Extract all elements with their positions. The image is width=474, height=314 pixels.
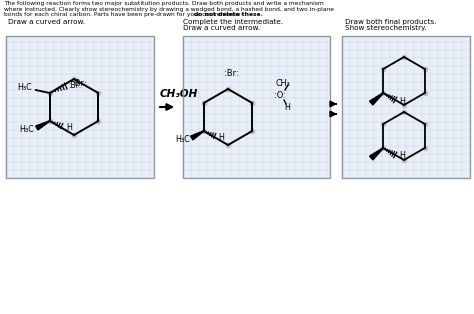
Text: ·Br·: ·Br· bbox=[72, 78, 86, 88]
Text: do not delete these.: do not delete these. bbox=[194, 12, 263, 17]
Text: The following reaction forms two major substitution products. Draw both products: The following reaction forms two major s… bbox=[4, 1, 324, 6]
Text: Complete the intermediate.: Complete the intermediate. bbox=[183, 19, 283, 25]
Text: Show stereochemistry.: Show stereochemistry. bbox=[345, 25, 427, 31]
Text: H: H bbox=[218, 133, 224, 142]
Text: H₃C: H₃C bbox=[17, 84, 32, 93]
Bar bbox=[342, 36, 470, 178]
Text: H: H bbox=[399, 151, 405, 160]
Text: H: H bbox=[66, 122, 72, 132]
Text: bonds for each chiral carbon. Parts have been pre-drawn for your convenience–: bonds for each chiral carbon. Parts have… bbox=[4, 12, 244, 17]
Bar bbox=[183, 36, 330, 178]
Text: Draw both final products.: Draw both final products. bbox=[345, 19, 437, 25]
Polygon shape bbox=[36, 121, 50, 130]
Polygon shape bbox=[370, 93, 383, 105]
Text: CH₃: CH₃ bbox=[276, 78, 291, 88]
Bar bbox=[342, 36, 470, 178]
Text: H₃C: H₃C bbox=[19, 124, 34, 133]
Bar bbox=[6, 36, 154, 178]
Text: H₃C: H₃C bbox=[175, 134, 190, 143]
Text: Draw a curved arrow.: Draw a curved arrow. bbox=[8, 19, 85, 25]
Text: H: H bbox=[399, 96, 405, 106]
Text: :Br:: :Br: bbox=[68, 80, 81, 89]
Bar bbox=[183, 36, 330, 178]
Text: CH₃OH: CH₃OH bbox=[160, 89, 198, 99]
Text: Draw a curved arrow.: Draw a curved arrow. bbox=[183, 25, 260, 31]
Bar bbox=[6, 36, 154, 178]
Polygon shape bbox=[191, 131, 204, 140]
Text: H: H bbox=[284, 102, 290, 111]
Text: :Br:: :Br: bbox=[224, 68, 239, 78]
Text: :O:: :O: bbox=[274, 90, 286, 100]
Text: where instructed. Clearly show stereochemistry by drawing a wedged bond, a hashe: where instructed. Clearly show stereoche… bbox=[4, 7, 334, 12]
Polygon shape bbox=[370, 148, 383, 160]
